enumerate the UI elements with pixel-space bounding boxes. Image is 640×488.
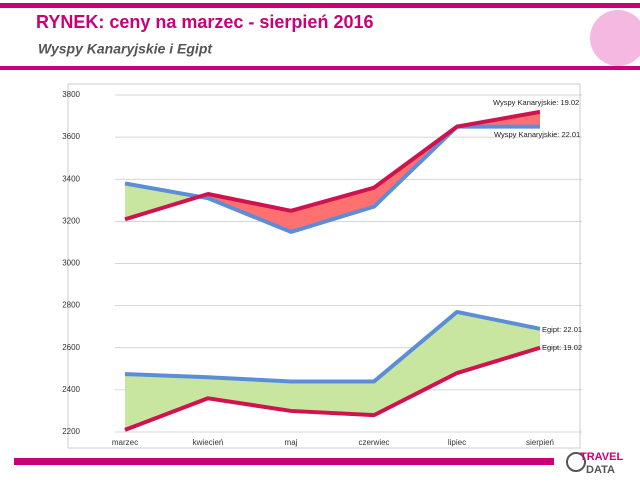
logo-globe [590, 10, 640, 66]
line [124, 309, 541, 384]
y-tick-label: 3600 [62, 132, 80, 141]
header-bar [0, 66, 640, 70]
y-tick-label: 3800 [62, 90, 80, 99]
x-tick-label: maj [285, 438, 298, 447]
series-label: Wyspy Kanaryjskie: 22.01 [494, 130, 580, 139]
chart-frame [67, 83, 581, 449]
difference-area [291, 187, 374, 232]
y-tick-label: 2200 [62, 427, 80, 436]
line [124, 109, 541, 222]
y-tick-label: 3000 [62, 259, 80, 268]
plot: 2200 2400 2600 2800 3000 3200 3400 3600 3800 marz… [62, 90, 582, 447]
y-tick-label: 3400 [62, 174, 80, 183]
series-label: Wyspy Kanaryjskie: 19.02 [493, 98, 579, 107]
y-tick-label: 2400 [62, 385, 80, 394]
difference-area [374, 311, 457, 416]
difference-area [125, 183, 200, 220]
slide-title: RYNEK: ceny na marzec - sierpień 2016 [36, 12, 373, 32]
y-tick-label: 3200 [62, 216, 80, 225]
slide-subtitle: Wyspy Kanaryjskie i Egipt [38, 41, 213, 57]
series-label: Egipt: 22.01 [542, 325, 582, 334]
x-tick-label: sierpień [526, 438, 554, 447]
line [124, 345, 541, 432]
difference-area [125, 374, 208, 430]
line [124, 124, 540, 234]
difference-area [208, 377, 291, 411]
y-tick-label: 2600 [62, 343, 80, 352]
x-tick-label: kwiecień [193, 438, 224, 447]
x-tick-label: lipiec [448, 438, 466, 447]
difference-area [457, 311, 540, 374]
x-tick-label: czerwiec [358, 438, 389, 447]
logo-text: TRAVEL [580, 451, 623, 463]
series-label: Egipt: 19.02 [542, 343, 582, 352]
top-bar [0, 3, 640, 8]
difference-area [291, 381, 374, 416]
logo-text: DATA [586, 464, 615, 476]
logo-ring [566, 452, 586, 472]
bottom-bar [14, 458, 554, 465]
x-tick-label: marzec [112, 438, 138, 447]
y-tick-label: 2800 [62, 301, 80, 310]
